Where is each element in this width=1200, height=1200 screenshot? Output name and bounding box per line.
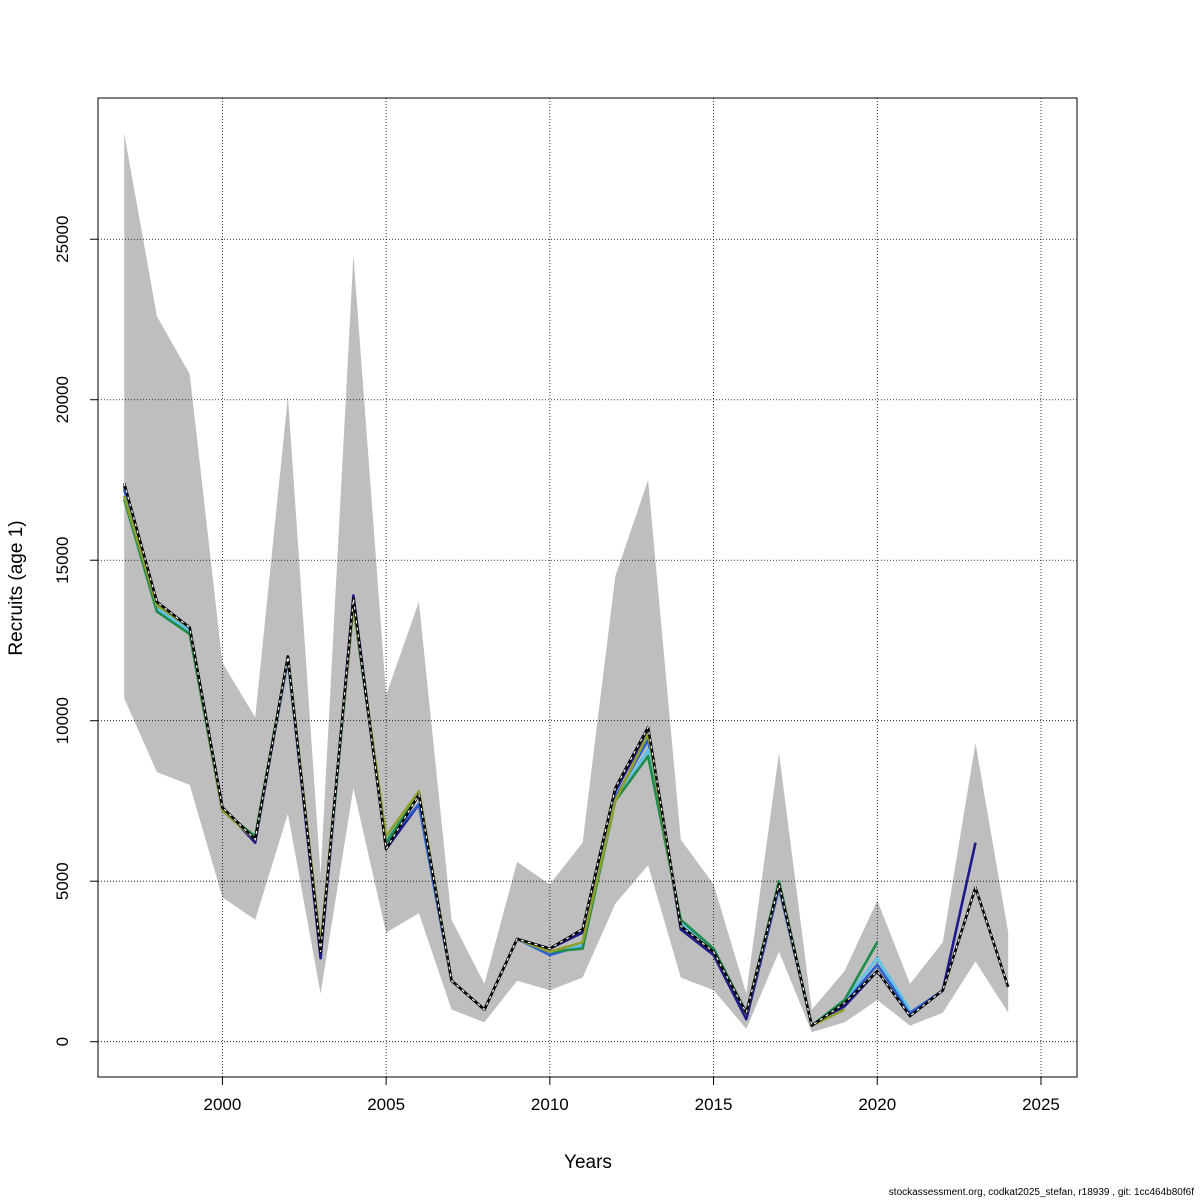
x-tick-label: 2015 [695, 1095, 733, 1114]
series-line-1 [122, 482, 1010, 1027]
x-axis-title: Years [564, 1152, 612, 1173]
y-tick-label: 0 [53, 1037, 72, 1046]
series-layer [122, 482, 1010, 1027]
axis-layer: 2000 2005 2010 2015 2020 2025 0 5000 10000 15000 2… [53, 216, 1060, 1114]
y-tick-label: 5000 [53, 862, 72, 900]
x-tick-label: 2020 [858, 1095, 896, 1114]
footer-note: stockassessment.org, codkat2025_stefan, … [888, 1187, 1194, 1198]
confidence-band [124, 133, 1009, 1033]
y-tick-label: 25000 [53, 216, 72, 263]
x-tick-label: 2005 [367, 1095, 405, 1114]
x-tick-label: 2025 [1022, 1095, 1060, 1114]
plot-frame [97, 97, 1078, 1078]
y-tick-label: 20000 [53, 376, 72, 423]
y-tick-label: 10000 [53, 697, 72, 744]
confidence-band-layer [124, 133, 1009, 1033]
y-axis-title: Recruits (age 1) [6, 520, 27, 655]
y-tick-label: 15000 [53, 537, 72, 584]
grid-layer [98, 98, 1077, 1077]
x-tick-label: 2000 [204, 1095, 242, 1114]
x-tick-label: 2010 [531, 1095, 569, 1114]
